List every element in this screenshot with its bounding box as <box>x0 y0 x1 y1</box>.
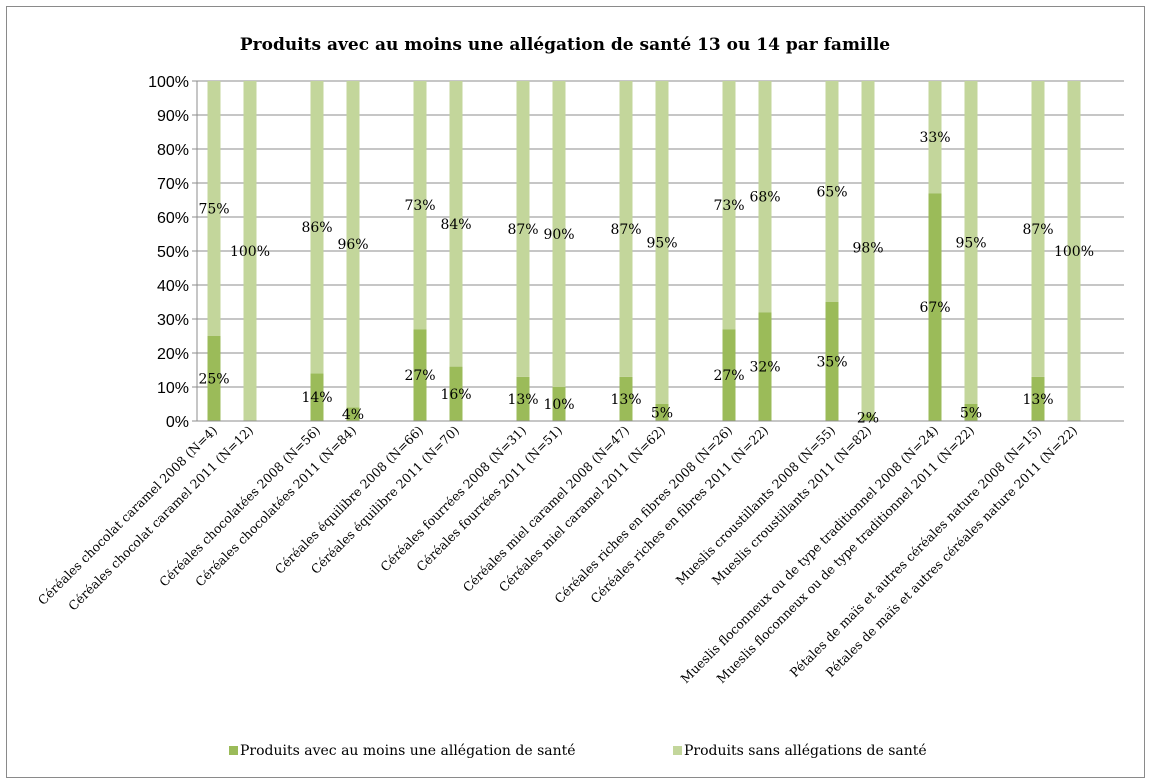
y-tick-label: 10% <box>157 380 189 397</box>
bar-without-claim <box>825 81 839 302</box>
y-tick-label: 70% <box>157 176 189 193</box>
bar-without-claim <box>1031 81 1045 377</box>
bar-without-claim <box>449 81 463 367</box>
data-label-with-claim: 13% <box>610 392 641 408</box>
bar-without-claim <box>1067 81 1081 421</box>
data-label-with-claim: 4% <box>342 407 364 423</box>
bar-with-claim <box>413 329 427 421</box>
bar-without-claim <box>207 81 221 336</box>
data-labels: 25%75%100%14%86%4%96%27%73%16%84%13%87%1… <box>198 130 1094 427</box>
data-label-with-claim: 10% <box>543 397 574 413</box>
legend-swatch <box>673 746 682 755</box>
data-label-with-claim: 67% <box>919 300 950 316</box>
data-label-with-claim: 32% <box>749 360 780 376</box>
data-label-without-claim: 65% <box>816 185 847 201</box>
bar-with-claim <box>825 302 839 421</box>
bar-without-claim <box>964 81 978 404</box>
data-label-without-claim: 86% <box>301 220 332 236</box>
legend: Produits avec au moins une allégation de… <box>229 743 927 759</box>
y-tick-label: 50% <box>157 244 189 261</box>
bar-with-claim <box>722 329 736 421</box>
data-label-without-claim: 84% <box>440 217 471 233</box>
x-tick-label: Pétales de maïs et autres céréales natur… <box>823 423 1080 680</box>
bar-without-claim <box>243 81 257 421</box>
bar-without-claim <box>552 81 566 387</box>
data-label-with-claim: 5% <box>651 406 673 422</box>
data-label-without-claim: 95% <box>955 236 986 252</box>
y-tick-label: 90% <box>157 108 189 125</box>
bars <box>207 81 1081 421</box>
bar-with-claim <box>310 373 324 421</box>
data-label-with-claim: 2% <box>857 411 879 427</box>
data-label-without-claim: 68% <box>749 190 780 206</box>
bar-without-claim <box>928 81 942 194</box>
x-axis-ticks: Céréales chocolat caramel 2008 (N=4)Céré… <box>35 423 1080 687</box>
legend-label: Produits avec au moins une allégation de… <box>240 743 576 759</box>
data-label-without-claim: 96% <box>337 237 368 253</box>
bar-without-claim <box>310 81 324 374</box>
data-label-with-claim: 27% <box>404 368 435 384</box>
bar-with-claim <box>655 404 669 421</box>
bar-without-claim <box>722 81 736 330</box>
bar-without-claim <box>346 81 360 408</box>
bar-with-claim <box>619 376 633 421</box>
y-tick-label: 60% <box>157 210 189 227</box>
y-tick-label: 0% <box>166 414 189 431</box>
data-label-with-claim: 13% <box>1022 392 1053 408</box>
y-tick-label: 80% <box>157 142 189 159</box>
bar-with-claim <box>207 336 221 421</box>
bar-with-claim <box>861 414 875 421</box>
bar-without-claim <box>619 81 633 377</box>
data-label-with-claim: 35% <box>816 355 847 371</box>
chart-title: Produits avec au moins une allégation de… <box>240 35 890 55</box>
y-tick-label: 30% <box>157 312 189 329</box>
data-label-without-claim: 100% <box>230 244 270 260</box>
data-label-with-claim: 27% <box>713 368 744 384</box>
bar-with-claim <box>758 312 772 421</box>
bar-with-claim <box>1031 376 1045 421</box>
bar-with-claim <box>346 407 360 421</box>
data-label-without-claim: 90% <box>543 227 574 243</box>
bar-with-claim <box>552 387 566 421</box>
bar-without-claim <box>516 81 530 377</box>
y-tick-label: 100% <box>148 74 189 91</box>
legend-swatch <box>229 746 238 755</box>
bar-without-claim <box>413 81 427 330</box>
data-label-with-claim: 14% <box>301 390 332 406</box>
stacked-bar-chart: Produits avec au moins une allégation de… <box>35 35 1124 759</box>
y-tick-label: 40% <box>157 278 189 295</box>
data-label-without-claim: 75% <box>198 202 229 218</box>
bar-with-claim <box>928 193 942 421</box>
data-label-without-claim: 87% <box>1022 222 1053 238</box>
bar-without-claim <box>861 81 875 415</box>
bar-without-claim <box>758 81 772 313</box>
bar-without-claim <box>655 81 669 404</box>
legend-label: Produits sans allégations de santé <box>684 743 927 759</box>
data-label-without-claim: 73% <box>404 198 435 214</box>
data-label-without-claim: 87% <box>507 222 538 238</box>
bar-with-claim <box>516 376 530 421</box>
chart-frame: Produits avec au moins une allégation de… <box>6 6 1145 778</box>
data-label-with-claim: 16% <box>440 387 471 403</box>
data-label-without-claim: 73% <box>713 198 744 214</box>
data-label-without-claim: 87% <box>610 222 641 238</box>
data-label-without-claim: 33% <box>919 130 950 146</box>
data-label-with-claim: 25% <box>198 372 229 388</box>
y-tick-label: 20% <box>157 346 189 363</box>
data-label-without-claim: 98% <box>852 241 883 257</box>
data-label-without-claim: 95% <box>646 236 677 252</box>
y-axis-ticks: 0% 10% 20% 30% 40% 50% 60% 70% 80% 90% 100% <box>148 74 197 431</box>
bar-with-claim <box>449 366 463 421</box>
data-label-without-claim: 100% <box>1054 244 1094 260</box>
data-label-with-claim: 13% <box>507 392 538 408</box>
bar-with-claim <box>964 404 978 421</box>
data-label-with-claim: 5% <box>960 406 982 422</box>
